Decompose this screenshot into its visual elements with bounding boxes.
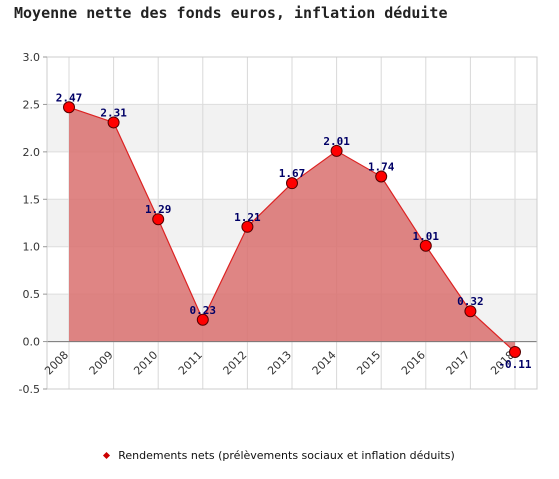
y-tick-label: 3.0 bbox=[23, 51, 41, 64]
y-tick-label: 0.0 bbox=[23, 336, 41, 349]
y-tick-label: 0.5 bbox=[23, 288, 41, 301]
data-label: -0.11 bbox=[498, 358, 531, 371]
data-label: 1.29 bbox=[145, 203, 172, 216]
data-point bbox=[63, 101, 75, 114]
y-tick-labels: 3.0 2.5 2.0 1.5 1.0 0.5 0.0 -0.5 bbox=[19, 51, 47, 396]
data-markers bbox=[63, 101, 521, 359]
data-point bbox=[286, 177, 298, 190]
data-point bbox=[509, 346, 521, 359]
y-tick-label: -0.5 bbox=[19, 383, 40, 396]
data-label: 2.31 bbox=[100, 106, 127, 119]
data-label: 0.32 bbox=[457, 295, 484, 308]
data-point bbox=[152, 213, 165, 226]
legend: Rendements nets (prélèvements sociaux et… bbox=[0, 449, 559, 462]
y-tick-label: 1.5 bbox=[23, 193, 41, 206]
plot-border bbox=[46, 56, 538, 390]
y-tick-label: 2.0 bbox=[23, 146, 41, 159]
y-tick-label: 1.0 bbox=[23, 241, 41, 254]
data-labels: 2.47 2.31 1.29 0.23 1.21 1.67 2.01 1.74 1.01 0.32… bbox=[56, 91, 532, 371]
data-label: 1.21 bbox=[234, 211, 261, 224]
chart-title: Moyenne nette des fonds euros, inflation… bbox=[14, 4, 448, 22]
axes bbox=[46, 56, 538, 390]
data-label: 2.47 bbox=[56, 91, 83, 104]
data-point bbox=[330, 144, 343, 157]
data-point bbox=[107, 116, 120, 129]
series-area-fill bbox=[69, 107, 515, 353]
data-label: 1.01 bbox=[413, 230, 440, 243]
data-point bbox=[375, 170, 388, 183]
data-point bbox=[241, 220, 254, 233]
data-point bbox=[196, 313, 209, 326]
data-label: 1.74 bbox=[368, 161, 395, 174]
data-point bbox=[419, 239, 432, 252]
y-tick-label: 2.5 bbox=[23, 98, 41, 111]
legend-label: Rendements nets (prélèvements sociaux et… bbox=[118, 449, 455, 462]
data-label: 2.01 bbox=[323, 135, 350, 148]
data-point bbox=[464, 305, 477, 318]
data-label: 1.67 bbox=[279, 167, 306, 180]
legend-marker-icon bbox=[103, 451, 111, 459]
data-label: 0.23 bbox=[190, 304, 217, 317]
